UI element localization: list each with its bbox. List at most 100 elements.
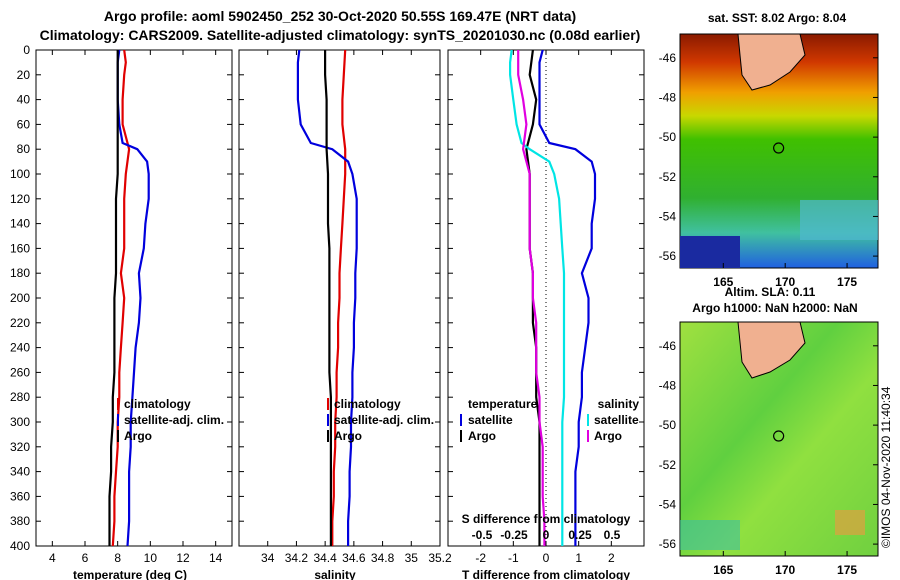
sst-cold-patch — [680, 236, 740, 268]
salinity-legend: climatology satellite-adj. clim. Argo — [327, 397, 434, 443]
series-line-salinity-argo — [517, 50, 546, 546]
temperature-panel: 4 6 8 10 12 14 temperature (deg C) climatolog… — [35, 49, 233, 580]
legend-clim-label: climatology — [334, 397, 401, 411]
x-tick-label: 2 — [608, 551, 615, 565]
depth-tick-label: 140 — [10, 217, 30, 231]
depth-tick-label: 220 — [10, 316, 30, 330]
lat-tick-label: -48 — [659, 90, 677, 104]
x-tick-label: 4 — [49, 551, 56, 565]
salinity-ticks: 34 34.2 34.4 34.6 34.8 35 35.2 — [239, 49, 452, 565]
depth-tick-label: 40 — [17, 93, 31, 107]
lat-tick-label: -50 — [659, 130, 677, 144]
series-line-argo — [108, 50, 119, 546]
depth-tick-label: 100 — [10, 167, 30, 181]
sla-landmass — [737, 321, 806, 379]
depth-tick-label: 0 — [23, 43, 30, 57]
salinity-lines — [296, 49, 358, 546]
s-diff-ticks: -0.5 -0.25 0 0.25 0.5 — [472, 528, 621, 542]
lat-tick-label: -50 — [659, 418, 677, 432]
x-tick-label: 14 — [209, 551, 223, 565]
legend-sat-label: satellite-adj. clim. — [334, 413, 434, 427]
credit-timestamp: ©IMOS 04-Nov-2020 11:40:34 — [879, 386, 893, 548]
depth-tick-label: 400 — [10, 539, 30, 553]
depth-tick-label: 80 — [17, 142, 31, 156]
x-tick-label: 34.2 — [285, 551, 309, 565]
x-tick-label: -2 — [475, 551, 486, 565]
depth-tick-label: 240 — [10, 341, 30, 355]
legend-t-argo-label: Argo — [468, 429, 496, 443]
legend-argo-label: Argo — [124, 429, 152, 443]
legend-s-argo-label: Argo — [594, 429, 622, 443]
legend-t-sat-label: satellite — [468, 413, 513, 427]
lat-tick-label: -54 — [659, 497, 677, 511]
argo-profile-marker — [773, 142, 785, 154]
argo-profile-marker — [773, 430, 785, 442]
sst-map-title: sat. SST: 8.02 Argo: 8.04 — [708, 11, 847, 25]
x-tick-label: 8 — [114, 551, 121, 565]
sst-map-ticks: 165 170 175 -46 -48 -50 -52 -54 -56 — [659, 51, 878, 289]
x-tick-label: 1 — [575, 551, 582, 565]
title-line-1: Argo profile: aoml 5902450_252 30-Oct-20… — [104, 8, 576, 24]
sla-map-ticks: 165 170 175 -46 -48 -50 -52 -54 -56 — [659, 339, 878, 577]
sla-map: 165 170 175 -46 -48 -50 -52 -54 -56 — [659, 321, 879, 577]
temperature-xlabel: temperature (deg C) — [73, 568, 187, 580]
series-line-argo — [324, 50, 332, 546]
lon-tick-label: 165 — [713, 275, 733, 289]
depth-tick-label: 360 — [10, 489, 30, 503]
difference-legend: temperature satellite Argo salinity sate… — [460, 397, 639, 443]
lon-tick-label: 175 — [837, 563, 857, 577]
legend-s-sat-label: satellite — [594, 413, 639, 427]
series-line-satellite-adj-clim- — [116, 49, 150, 547]
depth-tick-label: 380 — [10, 514, 30, 528]
x-tick-label: 35.2 — [428, 551, 452, 565]
depth-tick-label: 20 — [17, 68, 31, 82]
series-line-satellite-adj-clim- — [296, 49, 358, 546]
legend-sat-label: satellite-adj. clim. — [124, 413, 224, 427]
temperature-lines — [108, 49, 150, 547]
legend-temperature-heading: temperature — [468, 397, 538, 411]
depth-tick-label: 320 — [10, 440, 30, 454]
difference-top-label: S difference from climatology — [462, 512, 631, 526]
legend-clim-label: climatology — [124, 397, 191, 411]
lat-tick-label: -46 — [659, 339, 677, 353]
salinity-xlabel: salinity — [314, 568, 356, 580]
h-map-title: Argo h1000: NaN h2000: NaN — [692, 301, 857, 315]
sst-map: 165 170 175 -46 -48 -50 -52 -54 -56 — [659, 33, 879, 289]
depth-tick-label: 60 — [17, 117, 31, 131]
title-line-2: Climatology: CARS2009. Satellite-adjuste… — [40, 27, 641, 43]
lat-tick-label: -56 — [659, 537, 677, 551]
depth-tick-label: 340 — [10, 465, 30, 479]
lon-tick-label: 170 — [775, 563, 795, 577]
x-tick-label: 6 — [82, 551, 89, 565]
temperature-legend: climatology satellite-adj. clim. Argo — [117, 397, 224, 443]
depth-tick-label: 200 — [10, 291, 30, 305]
difference-ticks: -2 -1 0 1 2 — [448, 49, 644, 565]
series-line-climatology — [111, 49, 131, 547]
temperature-ticks: 4 6 8 10 12 14 — [36, 49, 232, 565]
depth-tick-label: 260 — [10, 365, 30, 379]
lon-tick-label: 165 — [713, 563, 733, 577]
lat-tick-label: -48 — [659, 378, 677, 392]
x-tick-label: 10 — [144, 551, 158, 565]
s-tick: -0.25 — [500, 528, 528, 542]
depth-tick-label: 300 — [10, 415, 30, 429]
lat-tick-label: -52 — [659, 458, 677, 472]
s-tick: 0.25 — [568, 528, 592, 542]
legend-argo-label: Argo — [334, 429, 362, 443]
series-line-salinity-satellite — [509, 49, 566, 546]
series-line-temperature-satellite — [538, 49, 597, 546]
sst-landmass — [737, 33, 806, 91]
x-tick-label: 35 — [405, 551, 419, 565]
x-tick-label: 34.6 — [342, 551, 366, 565]
lat-tick-label: -54 — [659, 209, 677, 223]
sla-low-patch — [680, 520, 740, 550]
lat-tick-label: -46 — [659, 51, 677, 65]
lat-tick-label: -52 — [659, 170, 677, 184]
lon-tick-label: 175 — [837, 275, 857, 289]
salinity-panel: 34 34.2 34.4 34.6 34.8 35 35.2 salinity climat… — [238, 49, 452, 580]
x-tick-label: 34 — [261, 551, 275, 565]
depth-tick-label: 280 — [10, 390, 30, 404]
difference-xlabel: T difference from climatology — [462, 568, 630, 580]
depth-tick-label: 180 — [10, 266, 30, 280]
